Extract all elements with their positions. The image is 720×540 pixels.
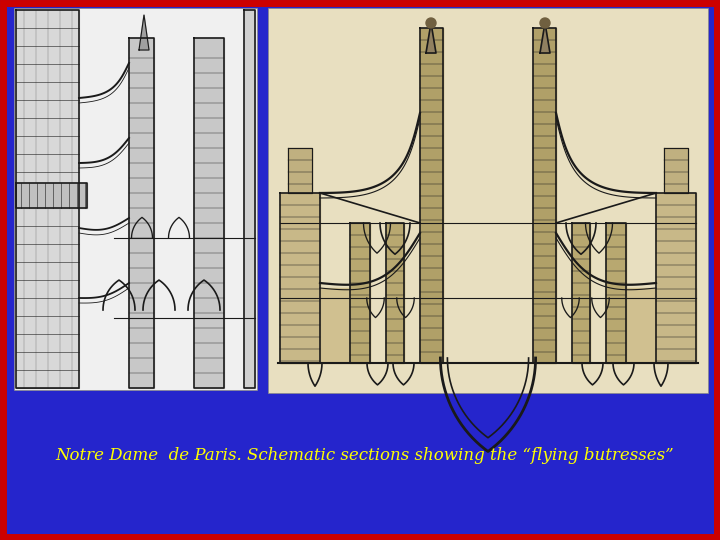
Polygon shape (626, 288, 696, 363)
Polygon shape (16, 183, 87, 208)
Bar (268, 8, 708, 393)
Bar (14, 8, 257, 390)
Polygon shape (244, 10, 255, 388)
Polygon shape (280, 288, 350, 363)
Polygon shape (606, 223, 626, 363)
Polygon shape (664, 148, 688, 193)
Polygon shape (572, 223, 590, 363)
Polygon shape (16, 10, 79, 388)
Polygon shape (129, 38, 154, 388)
Circle shape (426, 18, 436, 28)
Polygon shape (386, 223, 404, 363)
Polygon shape (139, 15, 149, 50)
Polygon shape (350, 223, 370, 363)
Polygon shape (288, 148, 312, 193)
Polygon shape (656, 193, 696, 363)
Polygon shape (426, 23, 436, 53)
Polygon shape (540, 23, 550, 53)
Text: Notre Dame  de Paris. Schematic sections showing the “flying butresses”: Notre Dame de Paris. Schematic sections … (55, 447, 674, 463)
Polygon shape (420, 28, 443, 363)
Polygon shape (194, 38, 224, 388)
Polygon shape (280, 193, 320, 363)
Circle shape (540, 18, 550, 28)
Polygon shape (533, 28, 556, 363)
